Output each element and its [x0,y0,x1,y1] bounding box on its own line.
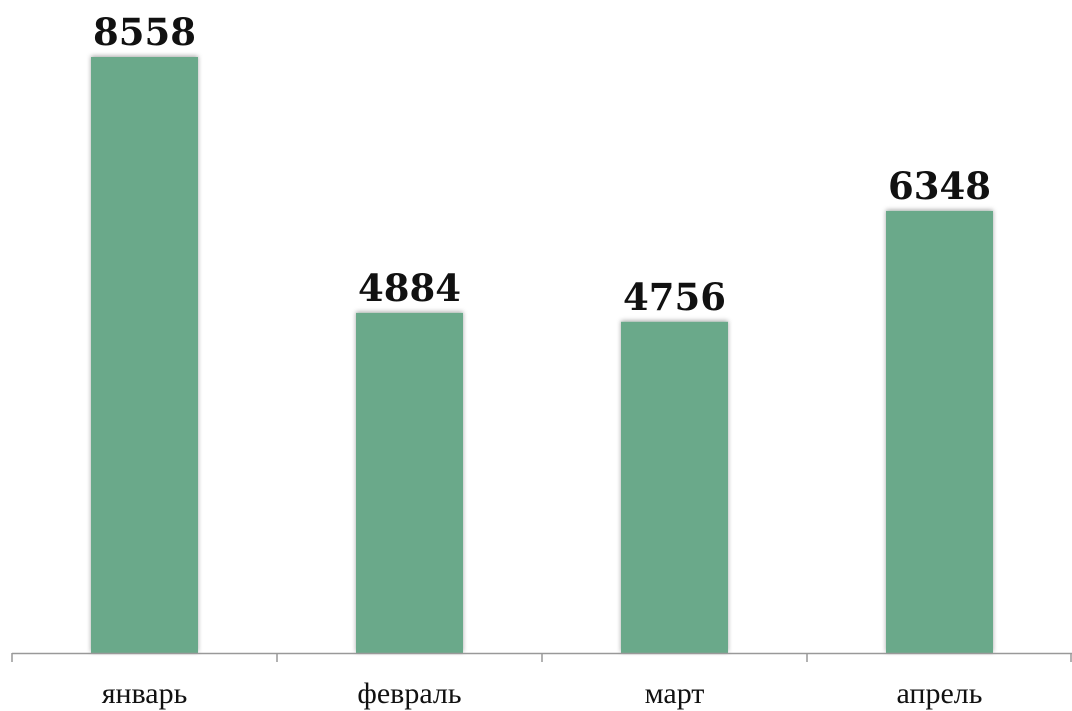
x-tick-label: апрель [897,677,983,710]
bar [356,312,463,653]
bar [886,210,993,653]
x-tick-label: март [645,677,705,710]
bar-value-label: 8558 [93,10,196,54]
bar-value-label: 4756 [623,275,726,319]
bar-value-label: 6348 [888,164,991,208]
bar [91,57,198,653]
x-axis [11,652,1072,662]
x-tick-label: февраль [357,677,461,710]
bar-value-label: 4884 [358,266,461,310]
data-labels-layer: 8558 4884 4756 6348 [93,10,991,319]
x-tick-label: январь [102,677,188,710]
bar [621,321,728,653]
x-tick-labels: январь февраль март апрель [102,677,983,710]
bars-layer [91,57,993,653]
